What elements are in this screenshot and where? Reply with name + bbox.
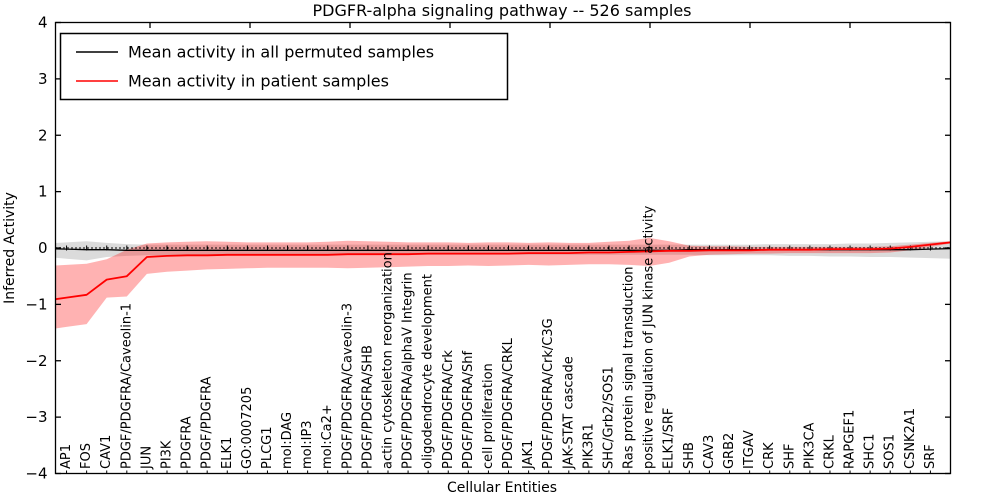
x-tick-label: CSNK2A1 — [903, 408, 918, 469]
x-tick-label: positive regulation of JUN kinase activi… — [642, 205, 657, 469]
y-tick-label: 4 — [38, 14, 48, 32]
x-axis-label: Cellular Entities — [447, 480, 557, 496]
x-tick-label: GO:0007205 — [240, 387, 255, 469]
x-tick-label: Ras protein signal transduction — [622, 266, 637, 469]
x-tick-label: JUN — [139, 446, 154, 470]
x-tick-label: SHF — [782, 443, 797, 469]
x-tick-label: SHB — [682, 442, 697, 469]
x-tick-label: PDGF/PDGFRA/Crk — [441, 350, 456, 469]
legend-label-patient: Mean activity in patient samples — [128, 72, 389, 91]
x-tick-label: SHC/Grb2/SOS1 — [601, 366, 616, 469]
x-tick-label: GRB2 — [722, 433, 737, 469]
series-lines — [55, 241, 951, 301]
x-tick-labels: AP1 FOS CAV1 PDGF/PDGFRA/Caveolin-1 JUN PI3K P… — [59, 205, 938, 470]
axis-ticks — [55, 21, 951, 475]
x-tick-label: SHC1 — [863, 434, 878, 469]
y-tick-labels: 4 3 2 1 0 −1 −2 −3 −4 — [25, 14, 47, 483]
x-tick-label: PDGFRA — [180, 416, 195, 469]
x-tick-label: PIK3CA — [802, 422, 817, 469]
x-tick-label: ELK1 — [220, 437, 235, 469]
x-tick-label: PDGF/PDGFRA/Caveolin-1 — [119, 303, 134, 469]
confidence-bands — [55, 237, 951, 329]
y-tick-label: 2 — [38, 126, 48, 144]
x-tick-label: PIK3R1 — [581, 423, 596, 469]
chart-title: PDGFR-alpha signaling pathway -- 526 sam… — [313, 1, 692, 20]
y-tick-label: 0 — [38, 239, 48, 257]
legend: Mean activity in all permuted samples Me… — [59, 32, 509, 101]
x-tick-label: ITGAV — [742, 430, 757, 469]
y-axis-label: Inferred Activity — [2, 192, 18, 304]
x-tick-label: PDGF/PDGFRA/alphaV Integrin — [401, 272, 416, 469]
x-tick-label: CRKL — [822, 434, 837, 469]
y-tick-label: −3 — [25, 408, 47, 426]
x-tick-label: PDGF/PDGFRA — [200, 376, 215, 469]
y-tick-label: −1 — [25, 295, 47, 313]
patient-mean-line — [55, 241, 951, 301]
x-tick-label: CAV1 — [99, 435, 114, 469]
x-tick-label: mol:IP3 — [300, 420, 315, 469]
y-tick-label: 3 — [38, 70, 48, 88]
x-tick-label: PDGF/PDGFRA/SHB — [360, 345, 375, 469]
y-tick-label: −4 — [25, 465, 47, 483]
x-tick-label: FOS — [79, 443, 94, 469]
patient-confidence-band — [55, 237, 951, 329]
x-tick-label: SRF — [923, 444, 938, 469]
x-tick-label: PDGF/PDGFRA/Shf — [461, 351, 476, 469]
x-tick-label: JAK1 — [521, 440, 536, 470]
x-tick-label: CAV3 — [702, 435, 717, 469]
legend-label-permuted: Mean activity in all permuted samples — [128, 43, 434, 62]
y-tick-label: −2 — [25, 352, 47, 370]
x-tick-label: PLCG1 — [260, 426, 275, 469]
x-tick-label: actin cytoskeleton reorganization — [380, 252, 395, 469]
x-tick-label: mol:Ca2+ — [320, 404, 335, 469]
x-tick-label: JAK-STAT cascade — [561, 356, 576, 470]
x-tick-label: PDGF/PDGFRA/CRKL — [501, 337, 516, 469]
x-tick-label: SOS1 — [883, 434, 898, 469]
x-tick-label: RAPGEF1 — [843, 410, 858, 469]
x-tick-label: mol:DAG — [280, 412, 295, 469]
x-tick-label: oligodendrocyte development — [421, 274, 436, 469]
x-tick-label: PDGF/PDGFRA/Crk/C3G — [541, 318, 556, 469]
legend-box — [59, 32, 509, 101]
x-tick-label: ELK1/SRF — [662, 408, 677, 469]
x-tick-label: PI3K — [159, 440, 174, 469]
y-tick-label: 1 — [38, 183, 48, 201]
x-tick-label: cell proliferation — [481, 363, 496, 469]
x-tick-label: PDGF/PDGFRA/Caveolin-3 — [340, 303, 355, 469]
x-tick-label: CRK — [762, 442, 777, 469]
x-tick-label: AP1 — [59, 444, 74, 469]
